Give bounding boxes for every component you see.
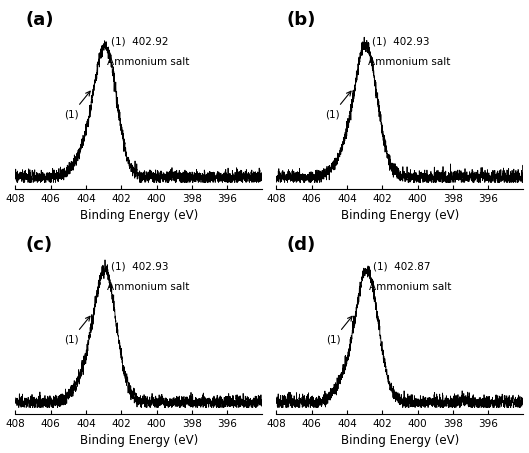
Text: (c): (c): [25, 236, 52, 254]
Text: (1): (1): [326, 316, 352, 344]
Text: (d): (d): [286, 236, 316, 254]
X-axis label: Binding Energy (eV): Binding Energy (eV): [80, 434, 198, 448]
X-axis label: Binding Energy (eV): Binding Energy (eV): [341, 434, 459, 448]
Text: (1)  402.92: (1) 402.92: [111, 36, 169, 46]
Text: Ammonium salt: Ammonium salt: [368, 57, 450, 67]
Text: (b): (b): [286, 11, 316, 29]
Text: (1): (1): [325, 91, 351, 119]
Text: (1): (1): [64, 316, 90, 344]
Text: Ammonium salt: Ammonium salt: [107, 282, 189, 292]
Text: (1)  402.93: (1) 402.93: [111, 261, 169, 271]
Text: Ammonium salt: Ammonium salt: [107, 57, 189, 67]
Text: (1)  402.87: (1) 402.87: [373, 261, 431, 271]
X-axis label: Binding Energy (eV): Binding Energy (eV): [341, 209, 459, 222]
Text: (a): (a): [25, 11, 54, 29]
Text: (1)  402.93: (1) 402.93: [372, 36, 430, 46]
Text: (1): (1): [64, 91, 90, 119]
X-axis label: Binding Energy (eV): Binding Energy (eV): [80, 209, 198, 222]
Text: Ammonium salt: Ammonium salt: [369, 282, 451, 292]
